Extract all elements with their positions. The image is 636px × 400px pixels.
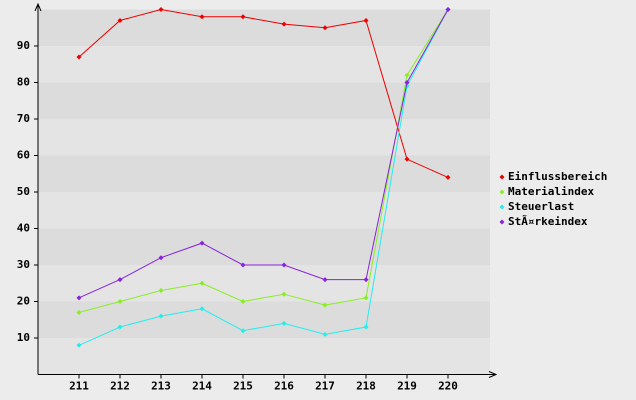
legend-label: StÃ¤rkeindex [508, 215, 588, 228]
point [363, 324, 369, 330]
y-axis-arrow [34, 2, 42, 12]
y-tick-label: 70 [17, 112, 30, 125]
legend-label: Einflussbereich [508, 170, 607, 183]
point [363, 277, 369, 283]
x-tick-label: 218 [356, 380, 376, 393]
point [117, 17, 123, 23]
y-tick-label: 50 [17, 185, 30, 198]
point [199, 14, 205, 20]
point [158, 288, 164, 294]
y-tick-label: 30 [17, 258, 30, 271]
point [158, 313, 164, 319]
grid-band [38, 9, 490, 46]
point [445, 7, 451, 12]
x-tick-label: 213 [151, 380, 171, 393]
legend-marker [499, 174, 505, 180]
legend-marker [499, 219, 505, 225]
point [117, 299, 123, 304]
point [281, 21, 287, 27]
grid-band [38, 265, 490, 302]
point [363, 17, 369, 23]
point [322, 277, 328, 283]
legend-label: Steuerlast [508, 200, 574, 213]
x-tick-label: 217 [315, 380, 335, 393]
point [199, 306, 205, 312]
y-tick-label: 20 [17, 295, 30, 308]
point [76, 309, 82, 315]
grid-band [38, 228, 490, 265]
point [240, 328, 246, 334]
point [158, 7, 164, 12]
point [158, 255, 164, 261]
point [76, 342, 82, 348]
grid-band [38, 46, 490, 83]
legend-marker [499, 189, 505, 195]
legend-label: Materialindex [508, 185, 594, 198]
grid-band [38, 155, 490, 192]
grid-band [38, 301, 490, 338]
series-line [78, 9, 449, 313]
point [117, 324, 123, 330]
point [281, 291, 287, 297]
point [76, 295, 82, 301]
x-tick-label: 220 [438, 380, 458, 393]
x-tick-label: 212 [110, 380, 130, 393]
y-tick-label: 40 [17, 222, 30, 235]
point [322, 331, 328, 337]
point [199, 280, 205, 286]
x-tick-label: 215 [233, 380, 253, 393]
point [281, 320, 287, 326]
point [404, 80, 410, 85]
point [240, 14, 246, 20]
point [322, 302, 328, 308]
point [240, 262, 246, 268]
point [240, 299, 246, 304]
point [281, 262, 287, 268]
series-line [78, 9, 449, 346]
x-tick-label: 211 [69, 380, 89, 393]
legend-marker [499, 204, 505, 210]
grid-band [38, 119, 490, 156]
point [322, 25, 328, 31]
point [199, 240, 205, 246]
grid-band [38, 82, 490, 119]
point [404, 156, 410, 162]
point [445, 174, 451, 180]
point [363, 295, 369, 301]
series-line [78, 8, 449, 178]
point [76, 54, 82, 60]
x-tick-label: 216 [274, 380, 294, 393]
point [404, 72, 410, 78]
grid-band [38, 192, 490, 229]
y-tick-label: 80 [17, 76, 30, 89]
x-tick-label: 219 [397, 380, 417, 393]
x-axis-arrow [488, 371, 498, 378]
grid-band [38, 338, 490, 375]
y-tick-label: 10 [17, 331, 30, 344]
point [117, 277, 123, 283]
y-tick-label: 60 [17, 149, 30, 162]
x-tick-label: 214 [192, 380, 212, 393]
series-line [78, 9, 449, 299]
y-tick-label: 90 [17, 39, 30, 52]
